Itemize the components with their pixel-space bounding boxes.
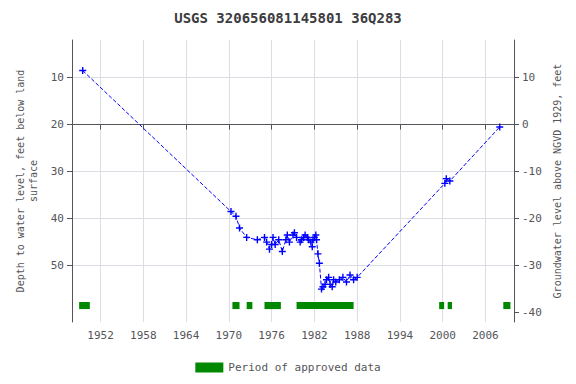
svg-text:1970: 1970	[216, 329, 243, 342]
svg-text:30: 30	[51, 165, 64, 178]
svg-text:surface: surface	[28, 160, 39, 202]
svg-text:1994: 1994	[387, 329, 414, 342]
svg-text:1964: 1964	[173, 329, 200, 342]
svg-text:1958: 1958	[130, 329, 157, 342]
svg-text:-40: -40	[522, 306, 542, 319]
svg-text:-20: -20	[522, 212, 542, 225]
svg-text:1988: 1988	[344, 329, 371, 342]
svg-text:-10: -10	[522, 165, 542, 178]
svg-text:1952: 1952	[87, 329, 114, 342]
svg-text:50: 50	[51, 259, 64, 272]
svg-text:Groundwater level above NGVD 1: Groundwater level above NGVD 1929, feet	[552, 64, 563, 299]
svg-text:10: 10	[51, 71, 64, 84]
svg-text:0: 0	[522, 118, 529, 131]
svg-text:-30: -30	[522, 259, 542, 272]
svg-text:1976: 1976	[258, 329, 285, 342]
svg-text:10: 10	[522, 71, 535, 84]
svg-text:2000: 2000	[429, 329, 456, 342]
svg-text:40: 40	[51, 212, 64, 225]
svg-text:Period of approved data: Period of approved data	[228, 361, 380, 374]
svg-text:20: 20	[51, 118, 64, 131]
svg-text:USGS 320656081145801 36Q283: USGS 320656081145801 36Q283	[174, 10, 402, 26]
svg-text:Depth to water level, feet bel: Depth to water level, feet below land	[15, 70, 26, 293]
svg-text:1982: 1982	[301, 329, 328, 342]
svg-text:2006: 2006	[472, 329, 499, 342]
